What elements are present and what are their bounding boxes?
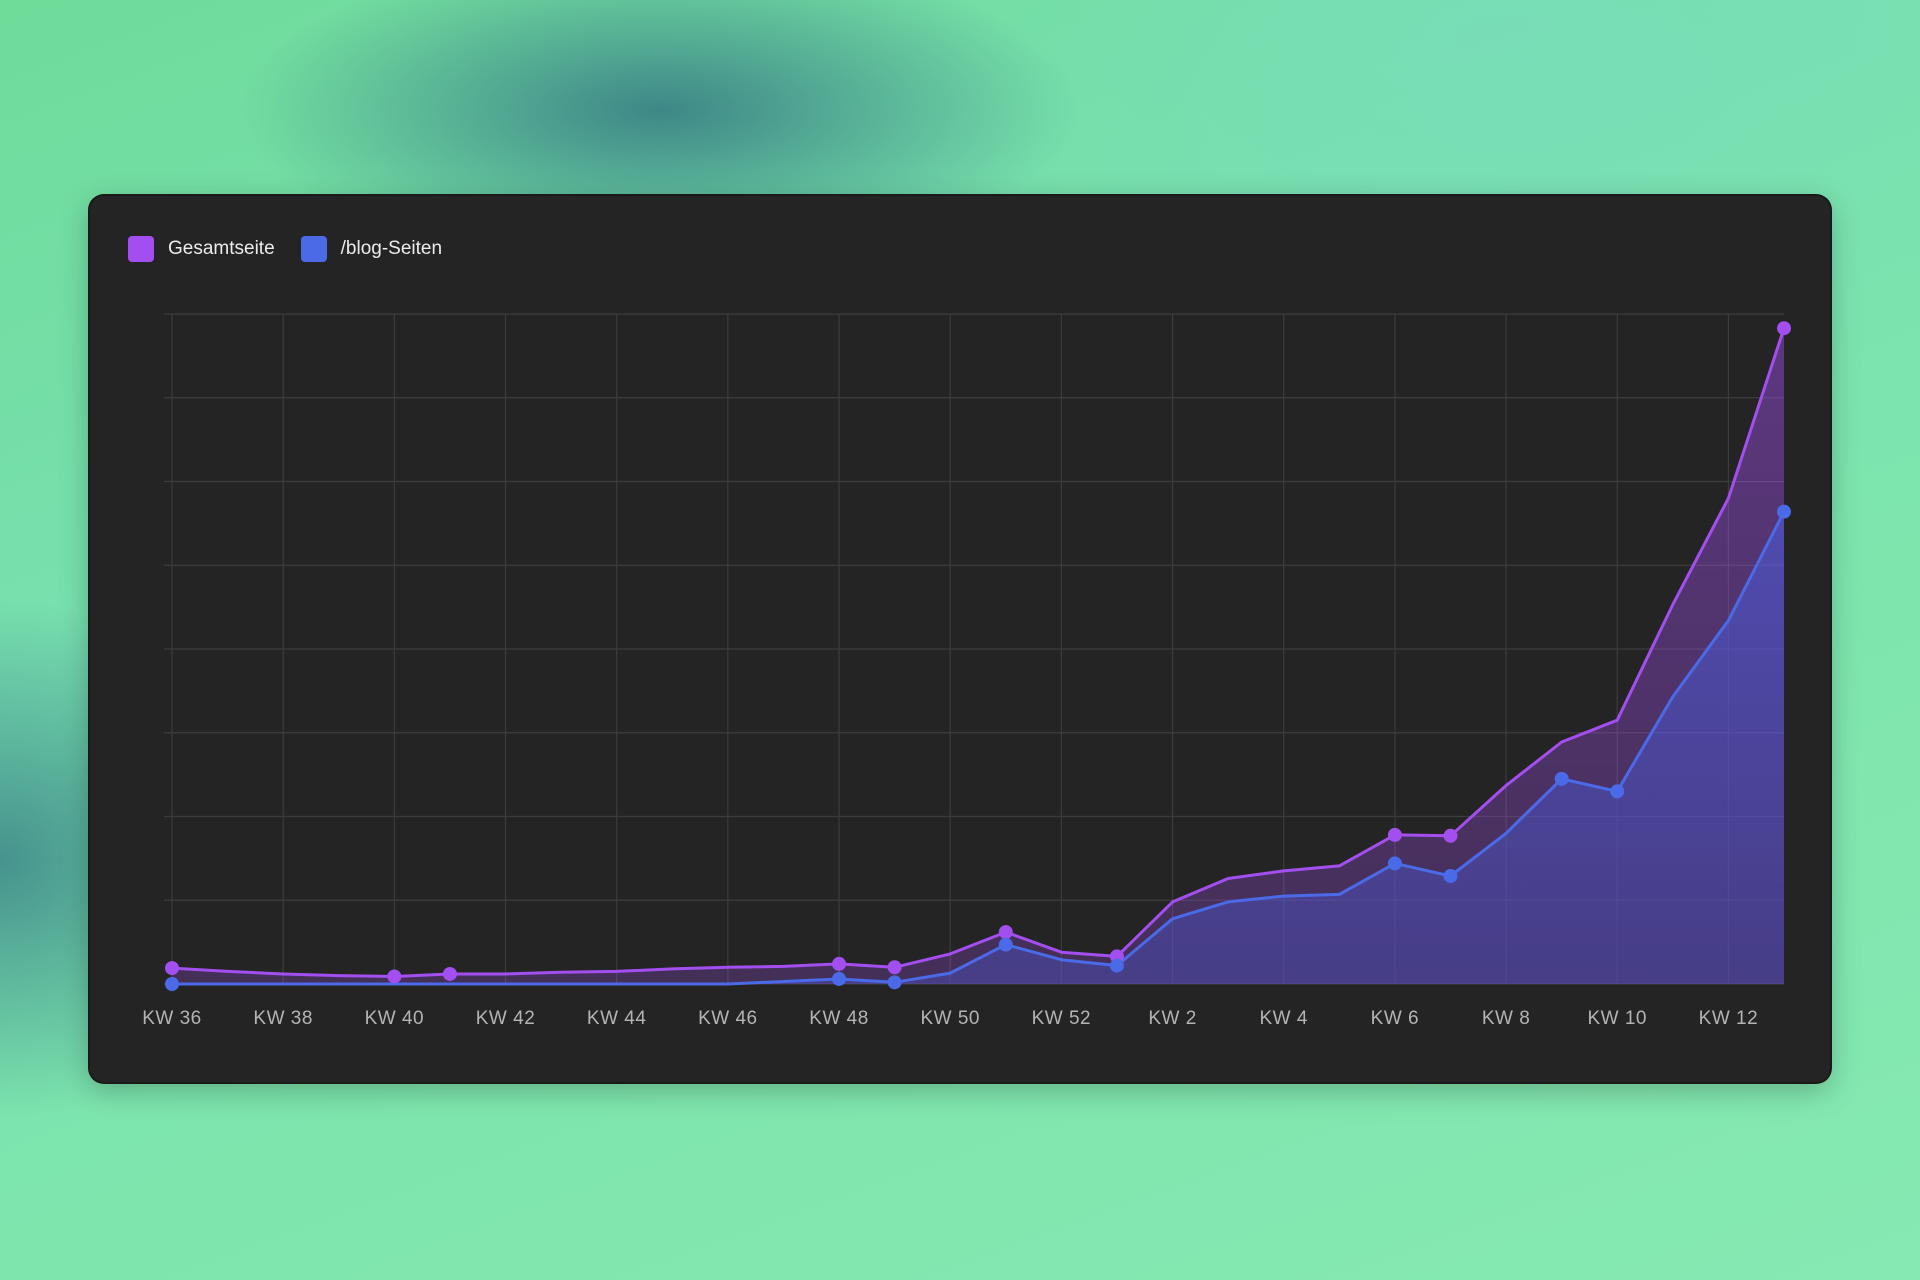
point-gesamtseite[interactable] <box>387 969 402 984</box>
point-blog-seiten[interactable] <box>165 977 179 991</box>
chart-card: Gesamtseite /blog-Seiten KW 36 KW 38 KW 40… <box>90 196 1830 1082</box>
x-tick-label: KW 36 <box>142 1008 202 1029</box>
point-gesamtseite[interactable] <box>1387 827 1402 842</box>
point-blog-seiten[interactable] <box>1777 504 1791 519</box>
x-tick-label: KW 46 <box>698 1008 758 1029</box>
point-gesamtseite[interactable] <box>998 925 1013 940</box>
x-tick-label: KW 44 <box>587 1008 647 1029</box>
x-tick-label: KW 12 <box>1699 1008 1759 1029</box>
x-tick-label: KW 48 <box>809 1008 869 1029</box>
x-tick-label: KW 40 <box>365 1008 425 1029</box>
line-gesamtseite <box>170 326 1786 978</box>
point-blog-seiten[interactable] <box>1109 958 1124 973</box>
legend-label-blog-seiten: /blog-Seiten <box>340 238 443 259</box>
x-tick-label: KW 10 <box>1587 1008 1647 1029</box>
point-gesamtseite[interactable] <box>442 966 457 981</box>
x-tick-label: KW 6 <box>1371 1008 1419 1029</box>
x-axis-ticks: KW 36 KW 38 KW 40 KW 42 KW 44 KW 46 KW 48 KW 50… <box>142 1008 1759 1029</box>
x-tick-label: KW 42 <box>476 1008 536 1029</box>
line-blog-seiten <box>170 510 1786 986</box>
area-blog-seiten <box>172 511 1784 984</box>
x-tick-label: KW 50 <box>920 1008 980 1029</box>
markers <box>165 321 1791 991</box>
legend-swatch-blog-seiten <box>300 236 327 262</box>
point-blog-seiten[interactable] <box>1443 868 1458 883</box>
point-gesamtseite[interactable] <box>832 956 847 971</box>
x-tick-label: KW 38 <box>253 1008 313 1029</box>
point-gesamtseite[interactable] <box>887 960 902 975</box>
legend-swatch-gesamtseite <box>128 236 154 262</box>
x-tick-label: KW 2 <box>1148 1008 1196 1029</box>
x-tick-label: KW 8 <box>1482 1008 1530 1029</box>
point-gesamtseite[interactable] <box>1443 828 1458 843</box>
legend-item-blog-seiten[interactable]: /blog-Seiten <box>300 236 443 262</box>
area-chart: KW 36 KW 38 KW 40 KW 42 KW 44 KW 46 KW 48 KW 50… <box>142 313 1791 1029</box>
legend-item-gesamtseite[interactable]: Gesamtseite <box>128 236 275 262</box>
point-blog-seiten[interactable] <box>1387 856 1402 871</box>
point-gesamtseite[interactable] <box>1777 321 1791 336</box>
legend: Gesamtseite /blog-Seiten <box>128 236 442 262</box>
x-tick-label: KW 52 <box>1032 1008 1092 1029</box>
x-tick-label: KW 4 <box>1259 1008 1307 1029</box>
areas <box>172 328 1784 984</box>
point-blog-seiten[interactable] <box>887 975 902 990</box>
point-blog-seiten[interactable] <box>998 937 1013 952</box>
point-gesamtseite[interactable] <box>165 961 179 976</box>
legend-label-gesamtseite: Gesamtseite <box>168 238 275 259</box>
point-blog-seiten[interactable] <box>1554 771 1569 786</box>
point-blog-seiten[interactable] <box>832 971 847 986</box>
lines <box>170 326 1786 986</box>
point-blog-seiten[interactable] <box>1610 784 1625 799</box>
